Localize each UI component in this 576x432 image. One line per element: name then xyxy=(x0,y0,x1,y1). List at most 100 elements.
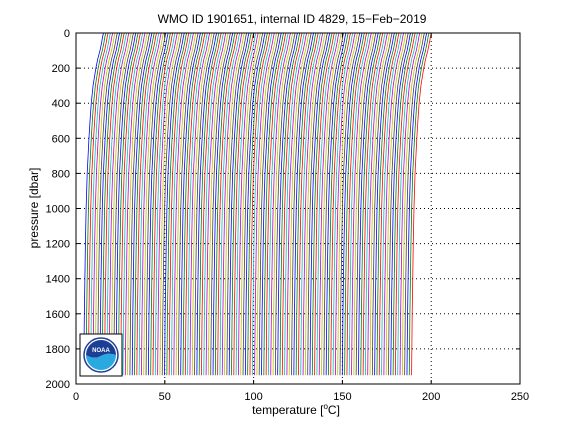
profile-line xyxy=(288,32,310,376)
profile-line xyxy=(307,32,328,376)
profile-line xyxy=(388,32,409,376)
profile-line xyxy=(284,32,305,376)
profile-line xyxy=(194,32,215,376)
profile-line xyxy=(374,32,395,376)
y-tick-label: 200 xyxy=(52,63,70,75)
degree-symbol: o xyxy=(323,402,328,411)
x-tick-label: 50 xyxy=(159,391,171,403)
x-tick-label: 100 xyxy=(244,391,262,403)
profile-line xyxy=(279,32,301,376)
profile-line xyxy=(104,32,125,376)
profile-line xyxy=(184,32,206,376)
profile-line xyxy=(208,32,229,376)
profile-line xyxy=(369,32,391,376)
profile-line xyxy=(99,32,121,376)
profile-line xyxy=(147,32,169,376)
profile-line xyxy=(115,32,137,376)
profile-line xyxy=(346,32,368,376)
profile-line xyxy=(291,32,312,376)
profile-line xyxy=(219,32,241,376)
profile-line xyxy=(332,32,354,376)
profile-line xyxy=(309,32,331,376)
profile-line xyxy=(392,32,414,376)
profile-line xyxy=(323,32,345,376)
profile-line xyxy=(254,32,275,376)
profile-line xyxy=(238,32,259,376)
profile-line xyxy=(318,32,340,376)
profile-line xyxy=(138,32,160,376)
profile-line xyxy=(302,32,324,376)
profile-line xyxy=(111,32,132,376)
profile-line xyxy=(173,32,194,376)
profile-line xyxy=(383,32,405,376)
profile-line xyxy=(277,32,298,376)
profile-line xyxy=(270,32,291,376)
profile-line xyxy=(298,32,319,376)
profile-line xyxy=(411,32,432,376)
profile-line xyxy=(141,32,162,376)
profile-line xyxy=(399,32,421,376)
profile-line xyxy=(397,32,418,376)
profile-line xyxy=(145,32,167,376)
profile-line xyxy=(249,32,271,376)
noaa-logo: NOAA xyxy=(79,333,123,377)
profile-line xyxy=(90,32,111,376)
profile-line xyxy=(381,32,402,376)
profile-line xyxy=(348,32,370,376)
y-tick-label: 0 xyxy=(64,28,70,40)
profile-line xyxy=(171,32,192,376)
logo-sky xyxy=(86,340,116,358)
y-tick-label: 400 xyxy=(52,98,70,110)
profile-line xyxy=(314,32,335,376)
profile-line xyxy=(344,32,365,376)
profile-line xyxy=(353,32,375,376)
profile-line xyxy=(122,32,144,376)
profile-line xyxy=(164,32,185,376)
profile-line xyxy=(330,32,351,376)
profile-line xyxy=(127,32,148,376)
x-tick-label: 200 xyxy=(422,391,440,403)
profile-line xyxy=(274,32,296,376)
logo-text: NOAA xyxy=(92,348,110,354)
profile-line xyxy=(136,32,158,376)
profile-line xyxy=(157,32,178,376)
profile-line xyxy=(390,32,411,376)
profile-line xyxy=(203,32,224,376)
profile-line xyxy=(177,32,199,376)
profile-line xyxy=(378,32,400,376)
profile-line xyxy=(247,32,268,376)
profile-line xyxy=(210,32,231,376)
profile-line xyxy=(161,32,183,376)
profile-line xyxy=(358,32,379,376)
profile-line xyxy=(404,32,425,376)
plot-area xyxy=(76,33,520,384)
profile-line xyxy=(134,32,155,376)
profile-line xyxy=(198,32,220,376)
profile-lines xyxy=(83,32,432,376)
profile-line xyxy=(113,32,134,376)
profile-line xyxy=(360,32,381,376)
profile-line xyxy=(256,32,278,376)
profile-line xyxy=(108,32,130,376)
profile-line xyxy=(362,32,384,376)
profile-line xyxy=(152,32,174,376)
profile-line xyxy=(339,32,361,376)
profile-line xyxy=(182,32,204,376)
y-tick-label: 1400 xyxy=(46,274,70,286)
profile-line xyxy=(281,32,303,376)
profile-line xyxy=(408,32,430,376)
profile-line xyxy=(180,32,201,376)
profile-line xyxy=(240,32,261,376)
profile-line xyxy=(355,32,377,376)
profile-line xyxy=(92,32,114,376)
y-tick-label: 1800 xyxy=(46,344,70,356)
profile-line xyxy=(233,32,254,376)
profile-line xyxy=(187,32,208,376)
chart-title: WMO ID 1901651, internal ID 4829, 15−Feb… xyxy=(158,12,427,26)
profile-line xyxy=(154,32,176,376)
profile-line xyxy=(244,32,266,376)
profile-line xyxy=(101,32,123,376)
profile-line xyxy=(143,32,164,376)
profile-line xyxy=(265,32,287,376)
profile-line xyxy=(311,32,333,376)
